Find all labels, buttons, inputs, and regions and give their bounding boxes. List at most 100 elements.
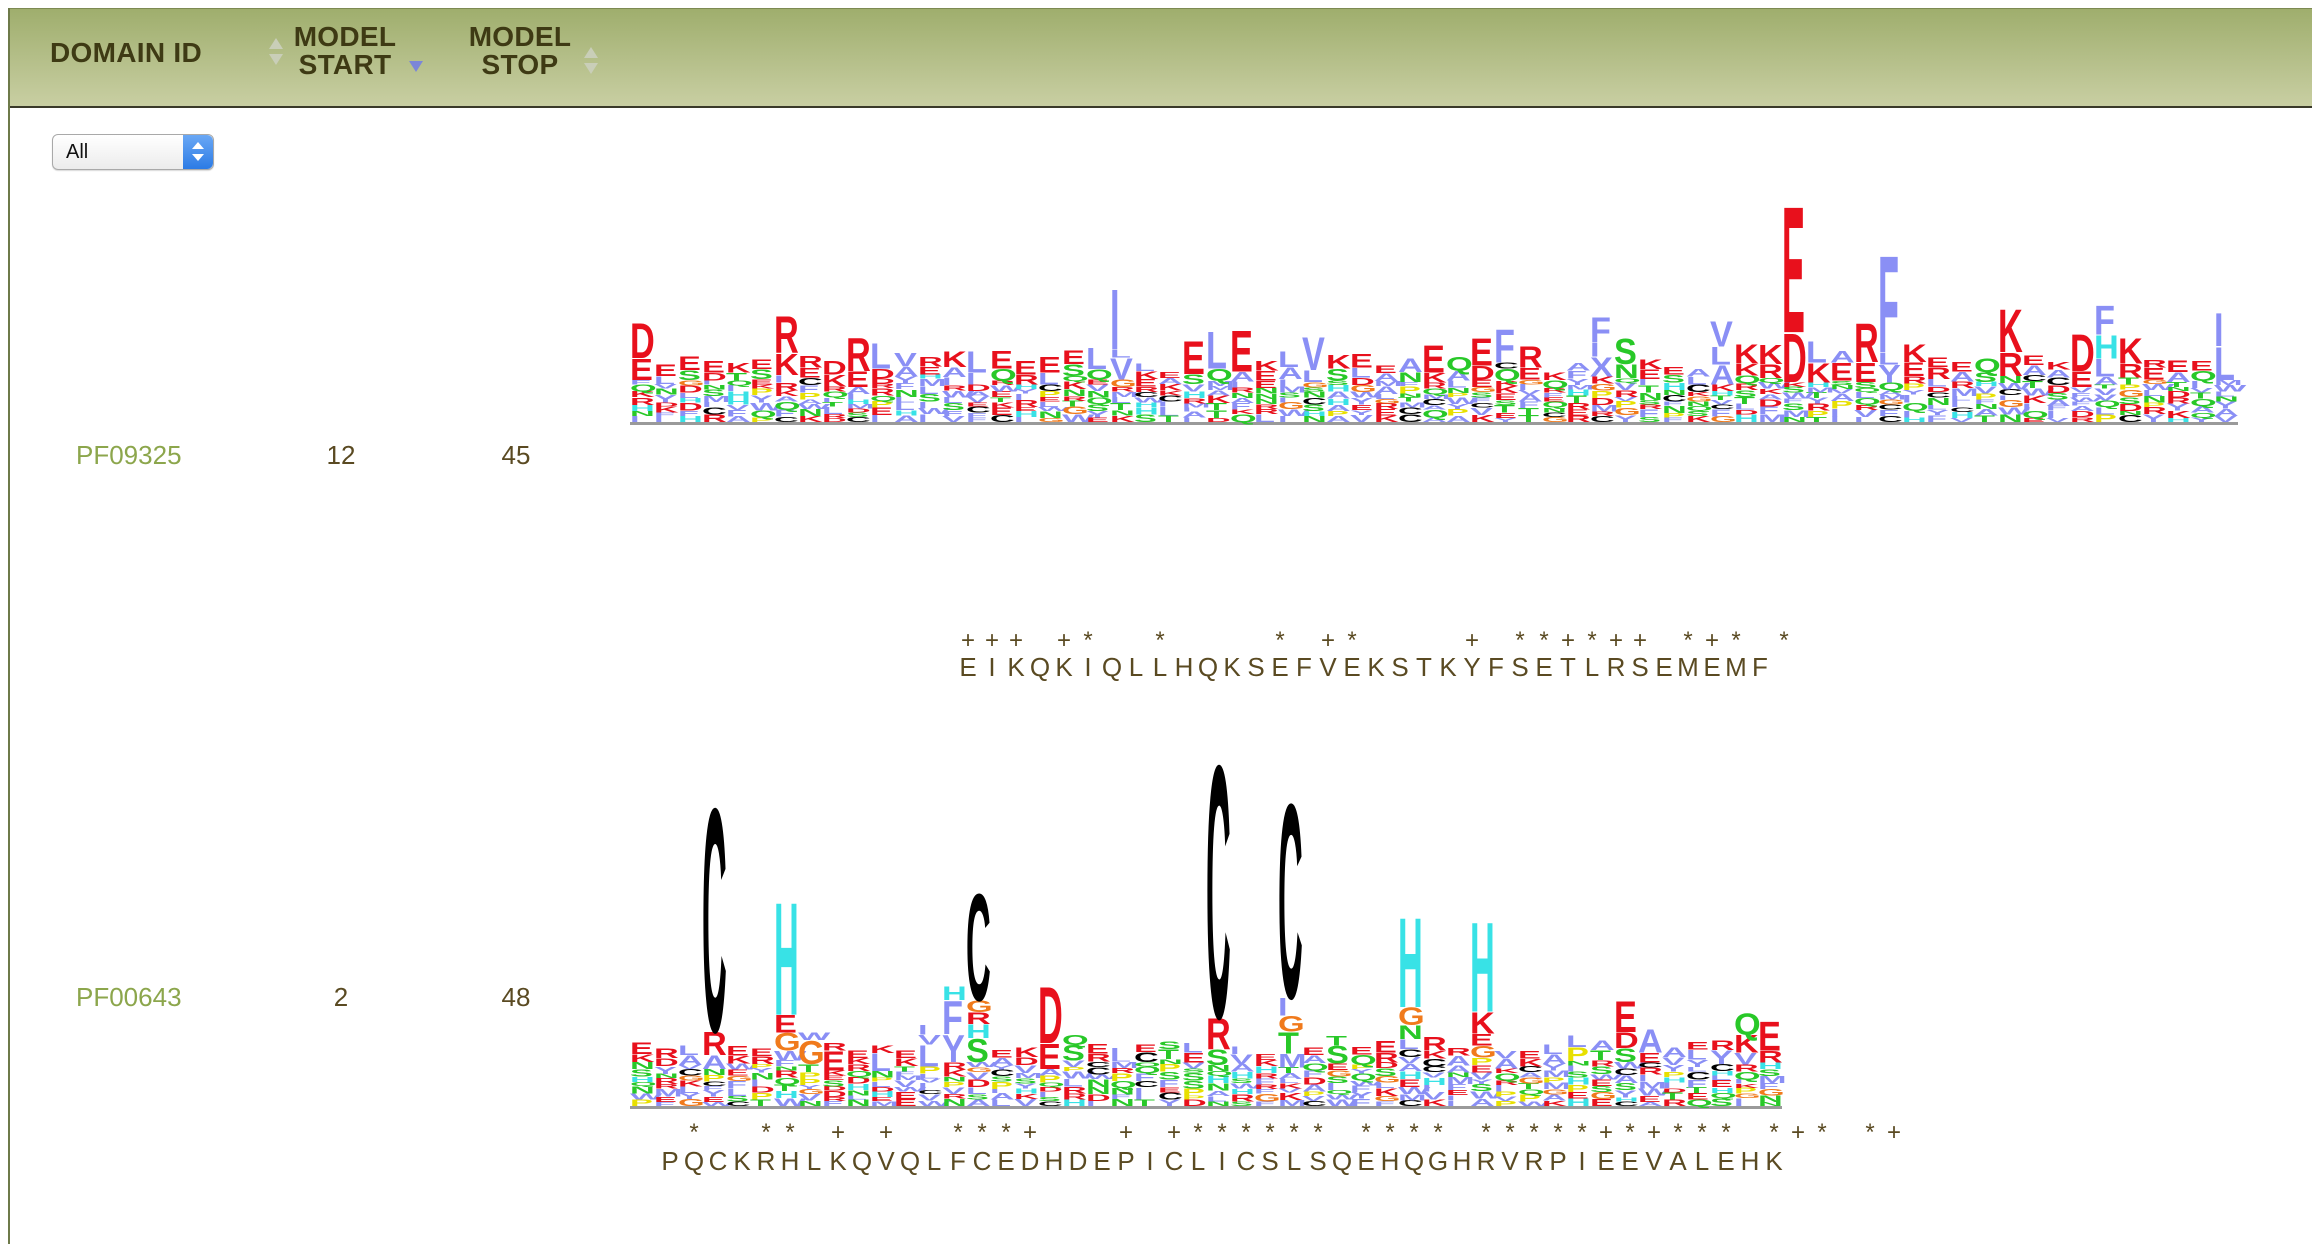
match-symbol: * xyxy=(1433,1119,1442,1146)
logo-residue-glyph: H xyxy=(1014,1087,1039,1095)
logo-residue-glyph: Q xyxy=(1542,400,1569,409)
logo-residue-glyph: S xyxy=(2118,396,2141,406)
logo-residue-glyph: M xyxy=(1110,391,1139,399)
logo-residue-glyph: A xyxy=(1662,1045,1687,1061)
logo-residue-glyph: E xyxy=(750,1046,773,1058)
logo-residue-glyph: D xyxy=(822,1089,847,1099)
logo-residue-glyph: N xyxy=(654,1073,679,1080)
logo-residue-glyph: N xyxy=(2118,410,2143,416)
logo-residue-glyph: H xyxy=(1014,410,1039,419)
column-header-model-start[interactable]: MODEL START xyxy=(290,23,423,79)
sort-arrows-icon[interactable] xyxy=(583,47,599,77)
logo-residue-glyph: V xyxy=(1950,417,1974,423)
logo-residue-glyph: C xyxy=(1134,1080,1159,1090)
logo-residue-glyph: T xyxy=(1974,414,1996,424)
logo-residue-glyph: G xyxy=(1302,381,1329,389)
logo-residue-glyph: E xyxy=(2142,365,2165,384)
logo-residue-glyph: P xyxy=(1734,1086,1757,1095)
logo-residue-glyph: Y xyxy=(1494,417,1517,423)
query-residue: C xyxy=(1165,1146,1184,1176)
logo-residue-glyph: W xyxy=(1326,1093,1359,1101)
logo-residue-glyph: I xyxy=(1446,1099,1456,1107)
logo-residue-glyph: D xyxy=(1302,1075,1327,1087)
logo-residue-glyph: W xyxy=(1470,1090,1503,1101)
logo-residue-glyph: A xyxy=(1542,1093,1567,1102)
query-residue: H xyxy=(1175,652,1194,682)
logo-residue-glyph: A xyxy=(1326,415,1351,424)
logo-residue-glyph: P xyxy=(798,1070,821,1081)
logo-residue-glyph: S xyxy=(1134,413,1157,425)
logo-residue-glyph: N xyxy=(630,1084,655,1096)
logo-residue-glyph: Q xyxy=(1734,374,1761,386)
logo-residue-glyph: T xyxy=(1278,1026,1299,1060)
logo-residue-glyph: R xyxy=(774,307,799,365)
logo-residue-glyph: I xyxy=(1278,396,1288,404)
logo-residue-glyph: H xyxy=(1566,1076,1591,1087)
domain-id-link[interactable]: PF09325 xyxy=(76,440,182,470)
logo-residue-glyph: E xyxy=(702,1095,725,1103)
domain-filter-select[interactable]: All xyxy=(52,134,214,170)
logo-residue-glyph: E xyxy=(1830,359,1853,386)
logo-residue-glyph: L xyxy=(1206,1095,1227,1103)
logo-residue-glyph: E xyxy=(1926,354,1949,370)
logo-residue-glyph: Y xyxy=(990,1065,1013,1071)
logo-residue-glyph: K xyxy=(2166,409,2191,420)
logo-residue-glyph: K xyxy=(1734,1031,1759,1058)
logo-residue-glyph: Y xyxy=(1806,397,1829,406)
logo-residue-glyph: R xyxy=(2118,360,2143,382)
logo-residue-glyph: C xyxy=(1158,394,1183,403)
query-residue: Q xyxy=(1030,652,1050,682)
logo-residue-glyph: A xyxy=(1206,1090,1231,1098)
logo-residue-glyph: E xyxy=(1398,1077,1421,1089)
domain-id-link[interactable]: PF00643 xyxy=(76,982,182,1012)
logo-residue-glyph: E xyxy=(1518,365,1541,384)
logo-residue-glyph: D xyxy=(654,1057,679,1069)
logo-residue-glyph: P xyxy=(750,387,773,397)
logo-residue-glyph: K xyxy=(1542,370,1568,382)
logo-residue-glyph: K xyxy=(1542,1100,1567,1108)
logo-residue-glyph: I xyxy=(1110,1046,1120,1058)
logo-residue-glyph: P xyxy=(750,1091,773,1101)
logo-residue-glyph: L xyxy=(2094,405,2115,416)
column-header-model-stop[interactable]: MODEL STOP xyxy=(465,23,598,80)
logo-residue-glyph: D xyxy=(1590,396,1615,407)
logo-residue-glyph: M xyxy=(1446,1076,1475,1087)
logo-residue-glyph: C xyxy=(726,1101,751,1108)
column-header-model-stop-line2: STOP xyxy=(481,49,559,80)
logo-residue-glyph: E xyxy=(1158,1086,1181,1094)
logo-residue-glyph: H xyxy=(1710,1070,1735,1077)
logo-residue-glyph: Q xyxy=(1710,1092,1737,1100)
logo-residue-glyph: N xyxy=(1662,389,1687,397)
match-symbol: * xyxy=(1779,627,1788,654)
logo-residue-glyph: K xyxy=(1134,369,1160,381)
logo-residue-glyph: S xyxy=(1326,366,1349,385)
logo-residue-glyph: S xyxy=(1614,1081,1637,1092)
logo-residue-glyph: Y xyxy=(2190,417,2214,424)
logo-residue-glyph: E xyxy=(1086,1041,1109,1057)
logo-residue-glyph: L xyxy=(870,1049,891,1076)
logo-residue-glyph: N xyxy=(630,1061,655,1072)
sort-descending-icon[interactable] xyxy=(408,45,424,75)
logo-residue-glyph: W xyxy=(1998,381,2031,391)
sort-arrows-icon[interactable] xyxy=(268,38,284,68)
logo-residue-glyph: I xyxy=(1494,1084,1504,1094)
logo-residue-glyph: F xyxy=(1158,1078,1179,1090)
logo-residue-glyph: V xyxy=(1830,388,1854,395)
logo-residue-glyph: L xyxy=(1278,1078,1299,1084)
logo-residue-glyph: C xyxy=(1494,361,1519,370)
logo-residue-glyph: Q xyxy=(2190,412,2217,419)
logo-residue-glyph: D xyxy=(822,1086,847,1093)
logo-residue-glyph: L xyxy=(2214,338,2235,391)
logo-residue-glyph: V xyxy=(1062,1059,1085,1069)
logo-residue-glyph: K xyxy=(1710,383,1735,393)
logo-residue-glyph: P xyxy=(750,1063,773,1069)
logo-residue-glyph: E xyxy=(1638,1050,1661,1066)
logo-residue-glyph: Q xyxy=(1422,387,1449,396)
column-header-domain-id[interactable]: DOMAIN ID xyxy=(50,38,283,67)
logo-residue-glyph: C xyxy=(1710,403,1735,410)
match-symbol: * xyxy=(1769,1119,1778,1146)
logo-residue-glyph: E xyxy=(1518,1049,1541,1061)
logo-residue-glyph: K xyxy=(942,348,967,373)
logo-residue-glyph: T xyxy=(1638,384,1660,395)
logo-residue-glyph: H xyxy=(846,399,871,406)
